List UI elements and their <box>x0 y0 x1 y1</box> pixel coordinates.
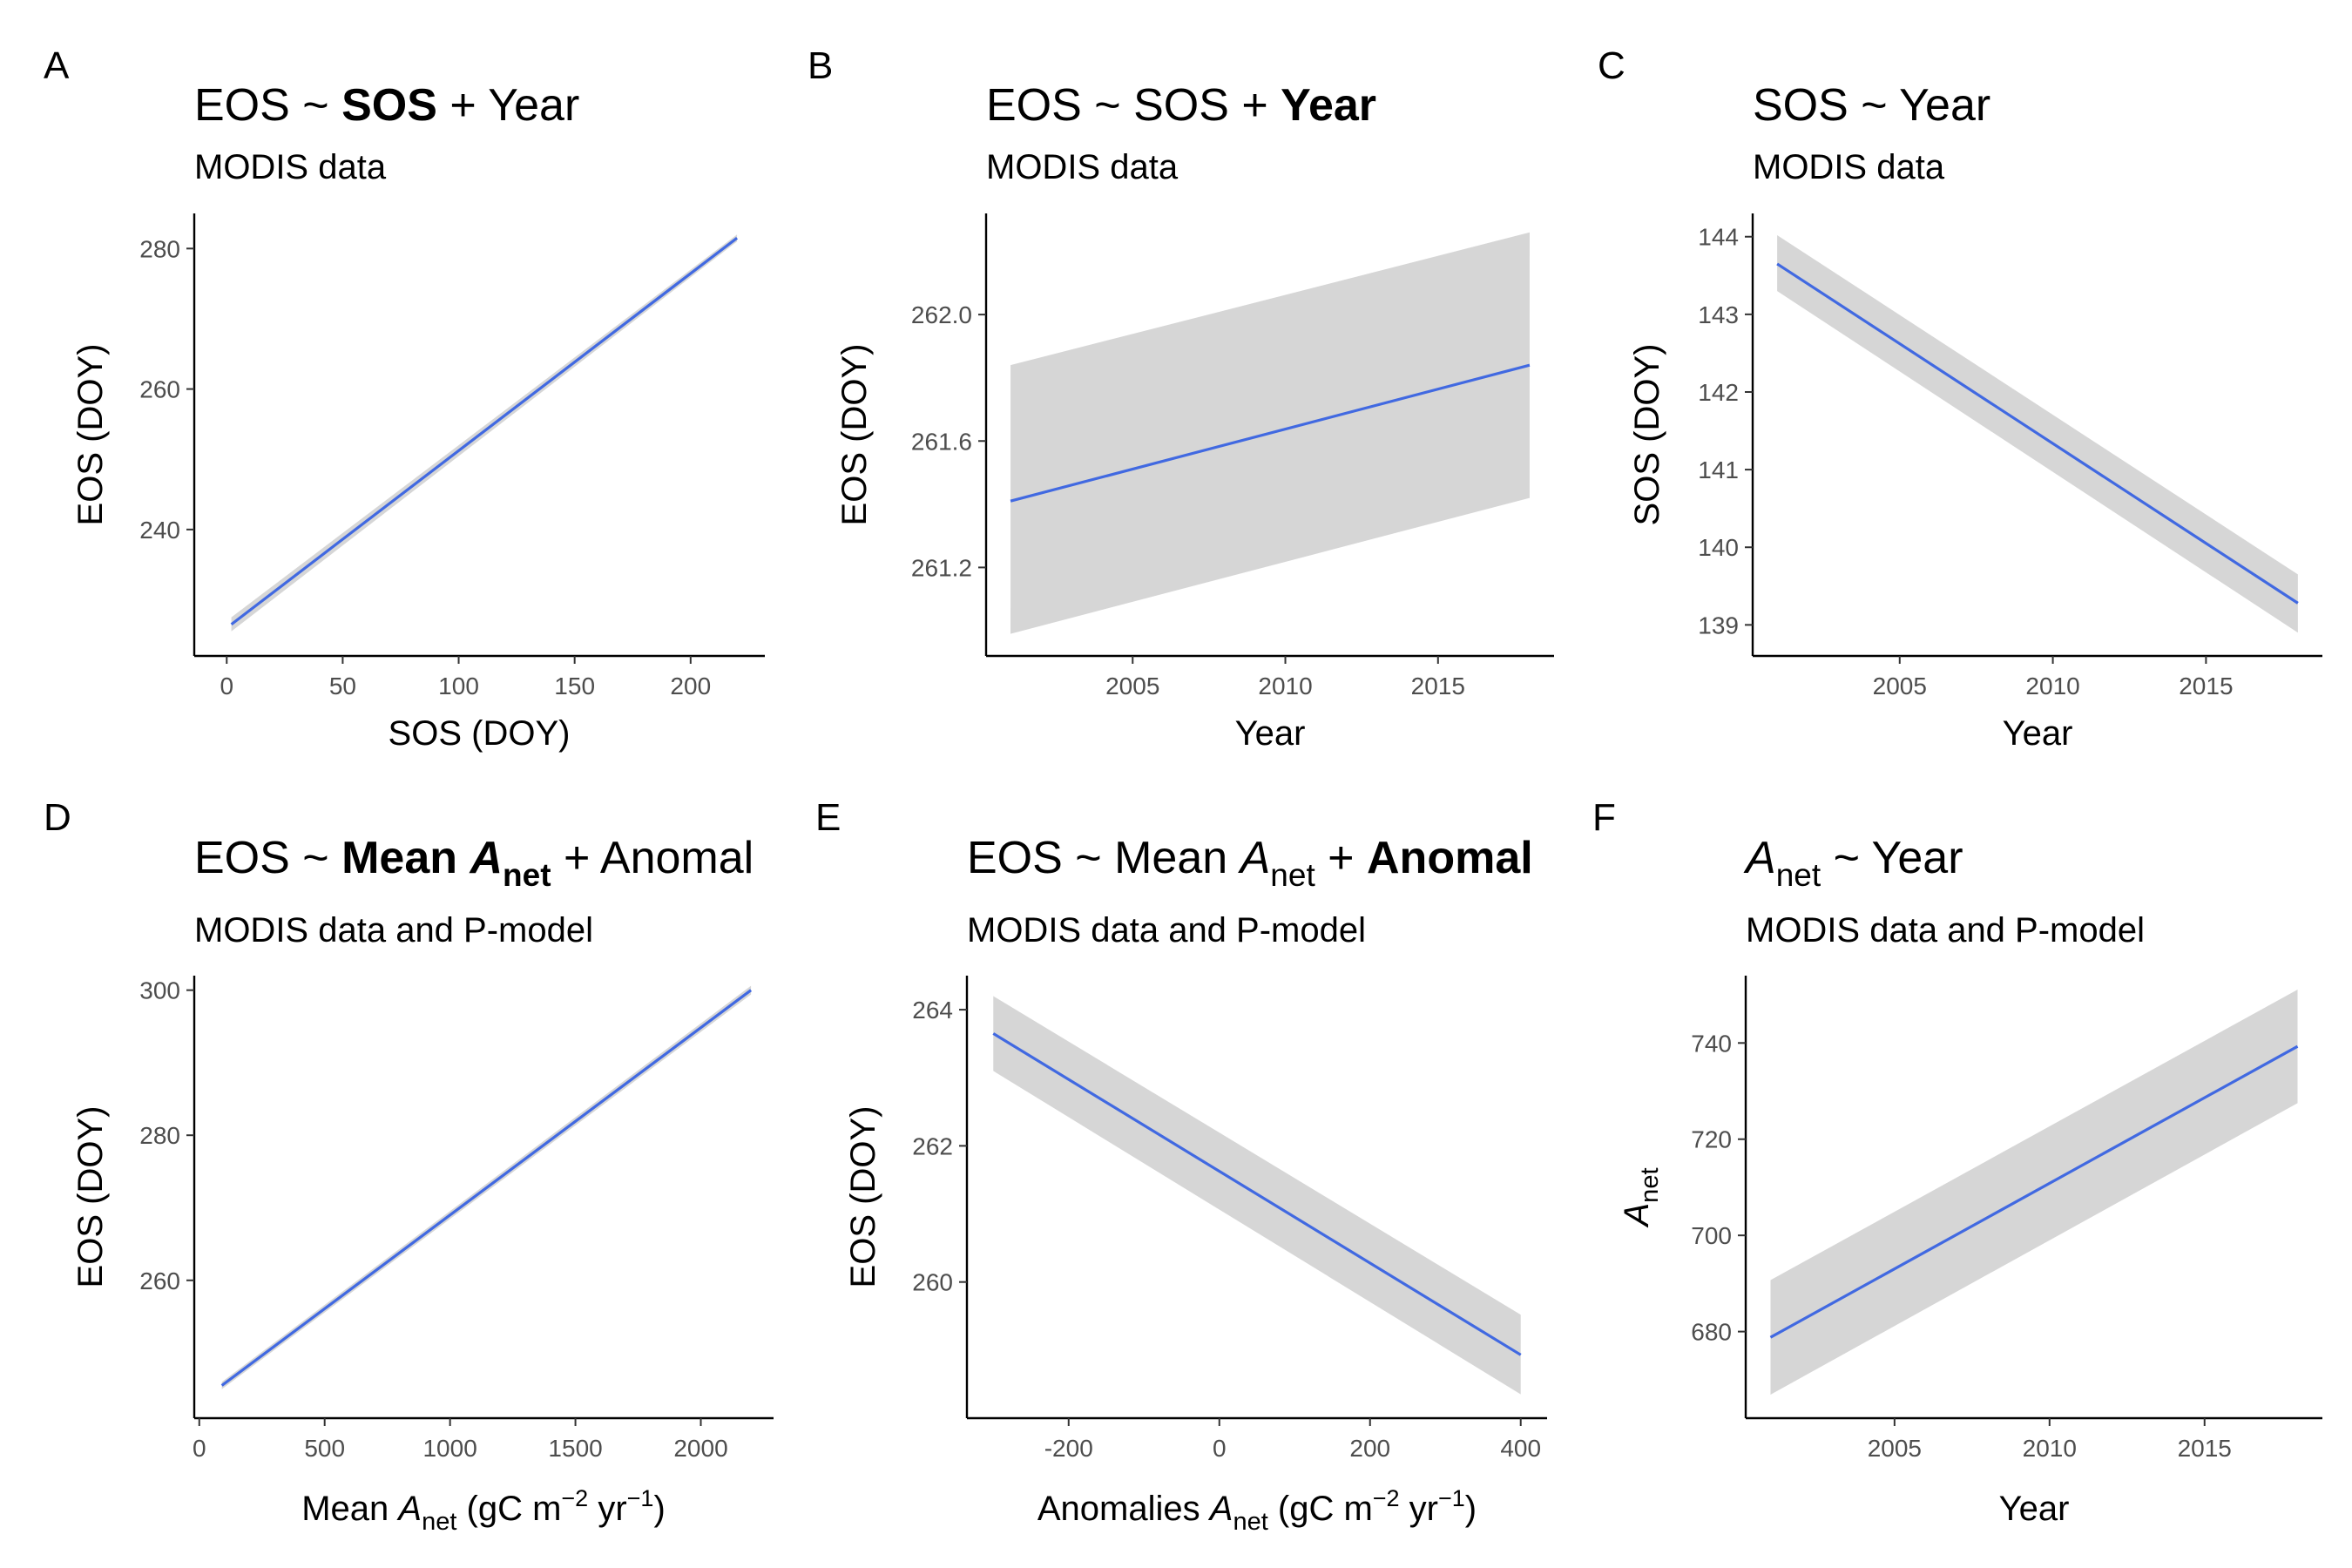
x-tick-label: 200 <box>1349 1435 1390 1462</box>
y-axis-title: EOS (DOY) <box>844 1106 882 1288</box>
x-axis-title: Year <box>2003 714 2073 753</box>
x-axis-title: Mean Anet (gC m−2 yr−1) <box>301 1485 666 1536</box>
panel-title: SOS ~ Year <box>1753 80 1990 131</box>
x-tick-label: 2010 <box>1258 672 1312 700</box>
x-tick-label: 100 <box>438 672 479 700</box>
x-tick-label: 2010 <box>2023 1435 2077 1462</box>
y-tick-label: 144 <box>1698 224 1739 251</box>
fitted-line <box>1769 1044 2299 1339</box>
x-tick-label: 200 <box>670 672 711 700</box>
y-tick-label: 260 <box>139 376 180 403</box>
x-axis-title: SOS (DOY) <box>389 714 571 753</box>
y-axis-title: EOS (DOY) <box>835 344 874 526</box>
panel-letter: E <box>815 796 841 839</box>
y-axis-title: Anet <box>1618 1167 1664 1227</box>
y-tick-label: 261.2 <box>911 554 972 581</box>
fitted-line <box>1010 363 1531 503</box>
x-axis-title: Anomalies Anet (gC m−2 yr−1) <box>1037 1485 1477 1536</box>
x-tick-label: 2015 <box>2179 672 2233 700</box>
panel-letter: D <box>44 796 71 839</box>
y-axis-title: SOS (DOY) <box>1628 344 1666 526</box>
x-tick-label: 2015 <box>1411 672 1465 700</box>
x-axis-title: Year <box>1235 714 1306 753</box>
panel-f: F Anet ~ Year MODIS data and P-model 2005 20… <box>1592 796 2322 1528</box>
panel-a: A EOS ~ SOS + Year MODIS data 0 50 100 150 200 2… <box>44 44 765 753</box>
y-tick-label: 140 <box>1698 534 1739 561</box>
y-tick-label: 700 <box>1691 1222 1732 1249</box>
fitted-line <box>1776 262 2299 605</box>
panel-title: EOS ~ SOS + Year <box>194 80 579 131</box>
y-tick-label: 143 <box>1698 301 1739 328</box>
panel-b: B EOS ~ SOS + Year MODIS data 2005 2010 2015 2… <box>808 44 1554 753</box>
panel-title: EOS ~ Mean Anet + Anomal <box>967 833 1533 893</box>
x-tick-label: 150 <box>554 672 595 700</box>
y-axis-title: EOS (DOY) <box>71 1106 110 1288</box>
y-tick-label: 139 <box>1698 612 1739 639</box>
panel-e: E EOS ~ Mean Anet + Anomal MODIS data and … <box>815 796 1547 1536</box>
panel-letter: A <box>44 44 70 87</box>
y-tick-label: 264 <box>912 997 953 1024</box>
panel-title: Anet ~ Year <box>1743 833 1963 893</box>
y-tick-label: 141 <box>1698 456 1739 483</box>
panel-subtitle: MODIS data and P-model <box>1746 911 2145 950</box>
panel-d: D EOS ~ Mean Anet + Anomal MODIS data and … <box>44 796 774 1536</box>
panel-subtitle: MODIS data <box>1753 148 1945 186</box>
x-tick-label: 2005 <box>1873 672 1927 700</box>
panel-c: C SOS ~ Year MODIS data 2005 2010 2015 139 140 1… <box>1598 44 2322 753</box>
x-axis-title: Year <box>1999 1490 2070 1528</box>
y-tick-label: 720 <box>1691 1126 1732 1153</box>
y-tick-label: 260 <box>139 1267 180 1294</box>
x-tick-label: 0 <box>193 1435 206 1462</box>
y-tick-label: 262.0 <box>911 301 972 328</box>
x-tick-label: 2000 <box>673 1435 727 1462</box>
panel-title: EOS ~ Mean Anet + Anomal <box>194 833 754 893</box>
x-tick-label: 1000 <box>422 1435 476 1462</box>
panel-letter: C <box>1598 44 1625 87</box>
x-tick-label: 0 <box>220 672 233 700</box>
y-tick-label: 680 <box>1691 1319 1732 1346</box>
x-tick-label: 0 <box>1213 1435 1227 1462</box>
panel-subtitle: MODIS data and P-model <box>967 911 1366 950</box>
x-tick-label: 400 <box>1500 1435 1541 1462</box>
x-tick-label: 2005 <box>1105 672 1159 700</box>
fitted-line <box>992 1032 1522 1356</box>
y-tick-label: 280 <box>139 1122 180 1149</box>
y-tick-label: 142 <box>1698 379 1739 406</box>
panel-letter: B <box>808 44 833 87</box>
panel-subtitle: MODIS data and P-model <box>194 911 593 950</box>
y-tick-label: 740 <box>1691 1030 1732 1057</box>
x-tick-label: 2015 <box>2178 1435 2232 1462</box>
x-tick-label: 2010 <box>2025 672 2079 700</box>
y-tick-label: 262 <box>912 1132 953 1159</box>
x-tick-label: -200 <box>1044 1435 1093 1462</box>
panel-title: EOS ~ SOS + Year <box>986 80 1376 131</box>
y-tick-label: 300 <box>139 977 180 1004</box>
y-tick-label: 240 <box>139 517 180 544</box>
x-tick-label: 500 <box>304 1435 345 1462</box>
y-axis-title: EOS (DOY) <box>71 344 110 526</box>
panel-subtitle: MODIS data <box>986 148 1179 186</box>
y-tick-label: 280 <box>139 235 180 262</box>
y-tick-label: 261.6 <box>911 428 972 455</box>
panel-letter: F <box>1592 796 1616 839</box>
x-tick-label: 50 <box>329 672 356 700</box>
x-tick-label: 1500 <box>548 1435 602 1462</box>
fitted-line <box>220 989 753 1387</box>
fitted-line <box>230 236 739 625</box>
x-tick-label: 2005 <box>1868 1435 1922 1462</box>
y-tick-label: 260 <box>912 1269 953 1296</box>
panel-subtitle: MODIS data <box>194 148 387 186</box>
